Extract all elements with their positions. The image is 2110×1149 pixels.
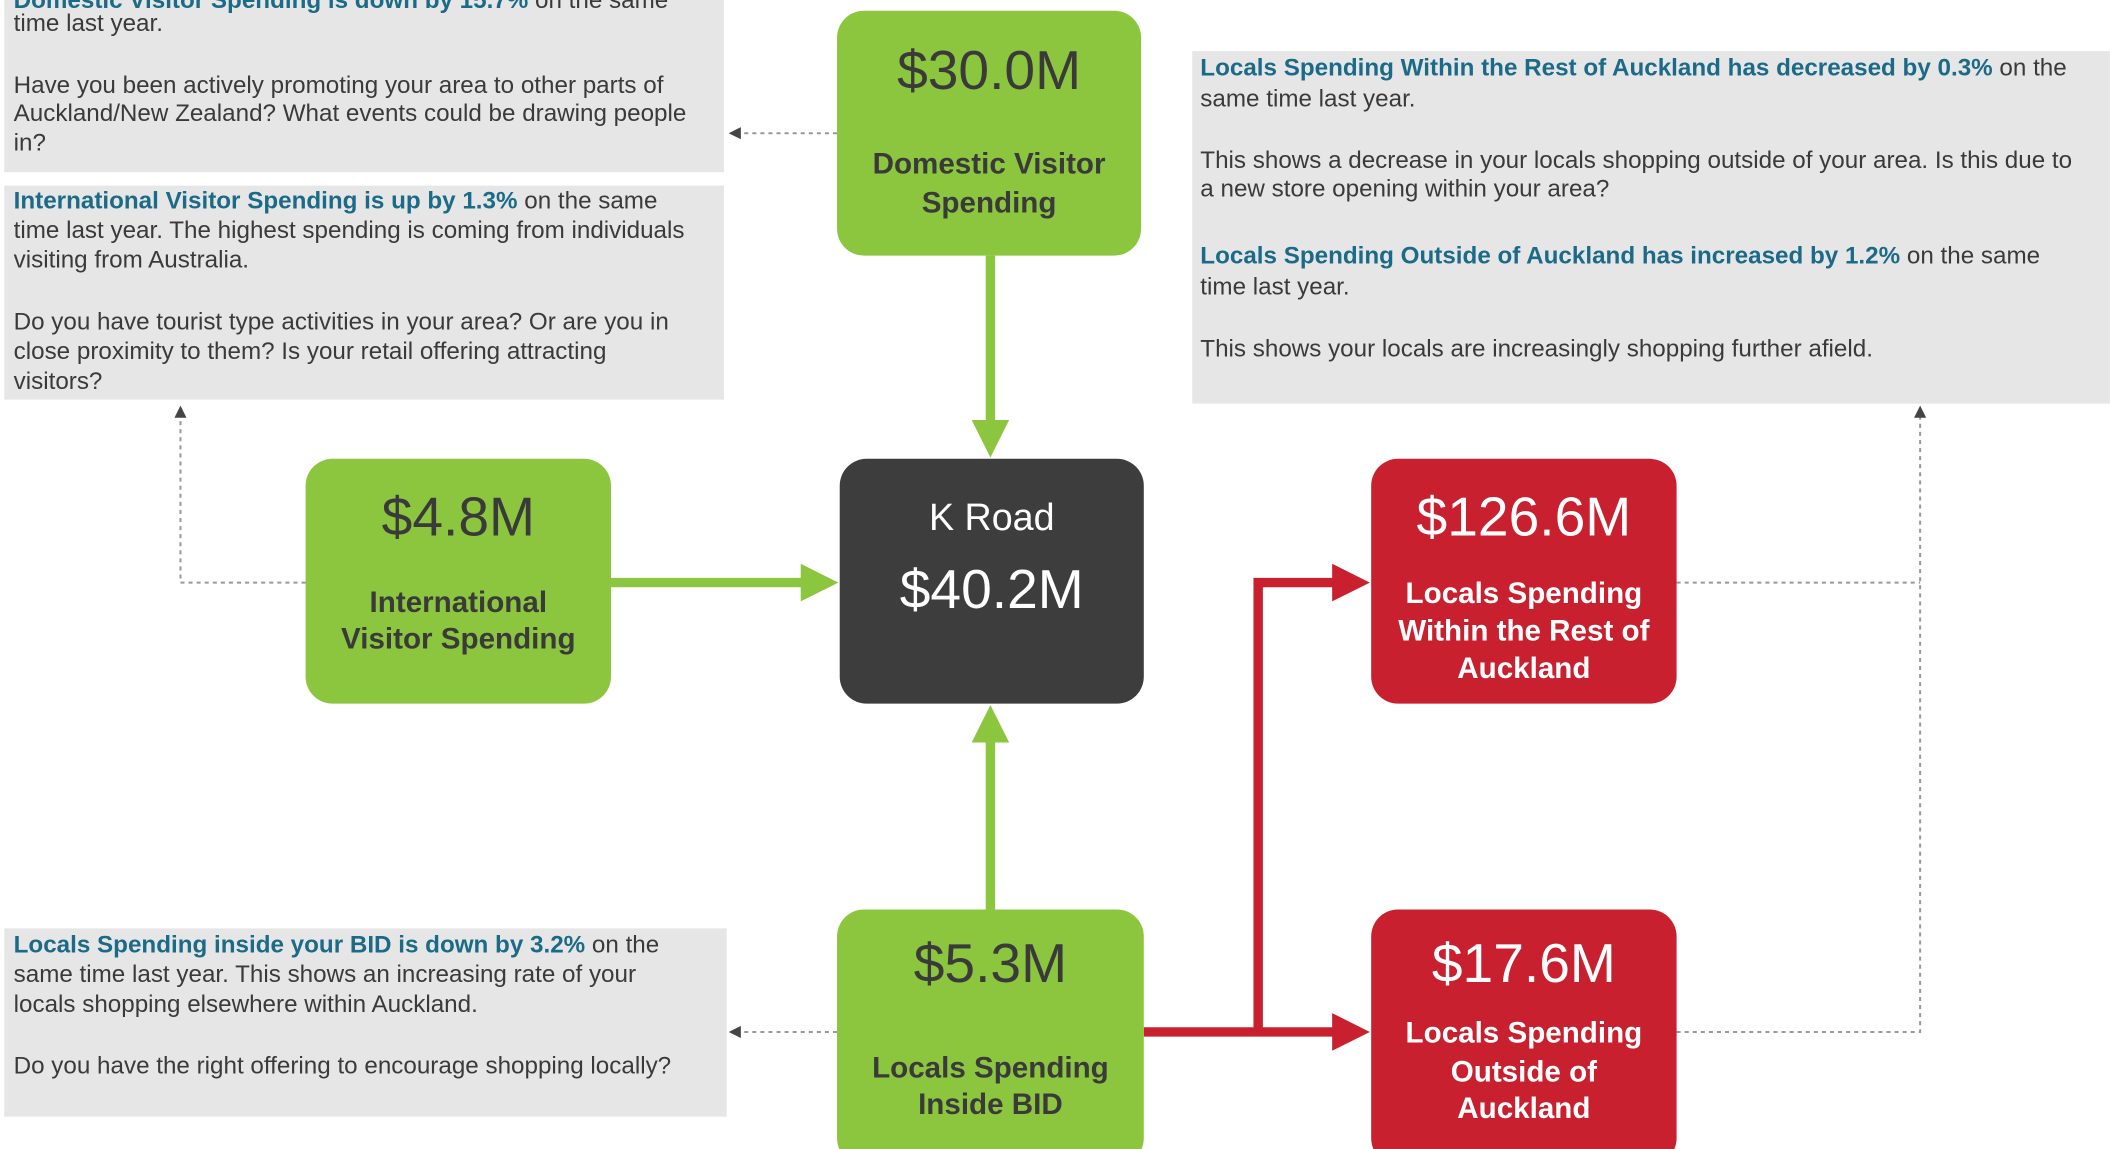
- note-line: Locals Spending Within the Rest of Auckl…: [1200, 54, 2066, 81]
- dotted-arrow: [174, 405, 306, 584]
- note-box: [4, 928, 727, 1117]
- note-line: Do you have the right offering to encour…: [14, 1053, 672, 1080]
- node-box: [837, 909, 1144, 1149]
- note-backgrounds: [4, 0, 2110, 1117]
- node-box: [1371, 909, 1677, 1149]
- node-label: Visitor Spending: [341, 622, 575, 655]
- note-line: Domestic Visitor Spending is down by 15.…: [14, 0, 669, 14]
- note-text: on the same: [528, 0, 668, 14]
- note-text: on the same: [518, 188, 658, 215]
- note-line: This shows your locals are increasingly …: [1200, 336, 1873, 363]
- note-text: on the same: [1900, 243, 2040, 270]
- note-text: on the: [585, 932, 659, 959]
- note-line: locals shopping elsewhere within Aucklan…: [14, 991, 478, 1018]
- node-label: Auckland: [1457, 1092, 1590, 1125]
- node-label: Locals Spending: [872, 1052, 1109, 1085]
- node-label: Inside BID: [918, 1088, 1063, 1121]
- note-highlight: Locals Spending Outside of Auckland has …: [1200, 243, 1900, 270]
- node-label: Outside of: [1451, 1056, 1597, 1089]
- note-box: [1192, 51, 2110, 404]
- note-line: Auckland/New Zealand? What events could …: [14, 100, 687, 127]
- note-line: Do you have tourist type activities in y…: [14, 309, 669, 336]
- note-box: [4, 0, 725, 173]
- dotted-arrow: [1676, 405, 1927, 1033]
- node-label: Spending: [922, 187, 1057, 220]
- note-highlight: Locals Spending Within the Rest of Auckl…: [1200, 54, 1992, 81]
- note-line: visitors?: [14, 368, 103, 395]
- notes: Domestic Visitor Spending is down by 15.…: [14, 0, 2072, 1080]
- node-title: K Road: [929, 496, 1055, 538]
- node-value: $40.2M: [900, 558, 1084, 620]
- node-label: Locals Spending: [1406, 1017, 1643, 1050]
- note-line: This shows a decrease in your locals sho…: [1200, 147, 2072, 174]
- node-label: Within the Rest of: [1398, 614, 1649, 647]
- note-line: in?: [14, 130, 46, 157]
- node-value: $5.3M: [914, 932, 1067, 994]
- node-box: [837, 10, 1142, 256]
- note-highlight: Domestic Visitor Spending is down by 15.…: [14, 0, 529, 14]
- note-line: close proximity to them? Is your retail …: [14, 338, 607, 365]
- node-value: $30.0M: [897, 39, 1081, 101]
- note-line: Locals Spending Outside of Auckland has …: [1200, 243, 2040, 270]
- note-box: [4, 185, 725, 400]
- note-highlight: International Visitor Spending is up by …: [14, 188, 518, 215]
- note-line: visiting from Australia.: [14, 247, 249, 274]
- note-line: time last year.: [1200, 274, 1349, 301]
- note-line: time last year.: [14, 10, 163, 37]
- connectors: [174, 127, 1927, 1051]
- node-box: [839, 458, 1144, 704]
- node-label: International: [370, 586, 547, 619]
- note-line: International Visitor Spending is up by …: [14, 188, 658, 215]
- note-line: same time last year. This shows an incre…: [14, 961, 636, 988]
- node-label: Domestic Visitor: [873, 148, 1106, 181]
- note-line: time last year. The highest spending is …: [14, 217, 685, 244]
- node-label: Locals Spending: [1406, 577, 1643, 610]
- node-box: [1371, 458, 1677, 704]
- arrow: [1253, 563, 1370, 1032]
- node-label: Auckland: [1457, 652, 1590, 685]
- nodes: $30.0M Domestic Visitor Spending $4.8M Inter…: [305, 10, 1677, 1149]
- node-box: [305, 458, 612, 704]
- note-line: a new store opening within your area?: [1200, 175, 1609, 202]
- note-highlight: Locals Spending inside your BID is down …: [14, 932, 586, 959]
- note-text: on the: [1993, 54, 2067, 81]
- node-value: $17.6M: [1432, 932, 1616, 994]
- note-line: Locals Spending inside your BID is down …: [14, 932, 660, 959]
- note-line: same time last year.: [1200, 85, 1415, 112]
- note-line: Have you been actively promoting your ar…: [14, 72, 664, 99]
- node-value: $4.8M: [382, 485, 535, 547]
- node-value: $126.6M: [1417, 485, 1632, 547]
